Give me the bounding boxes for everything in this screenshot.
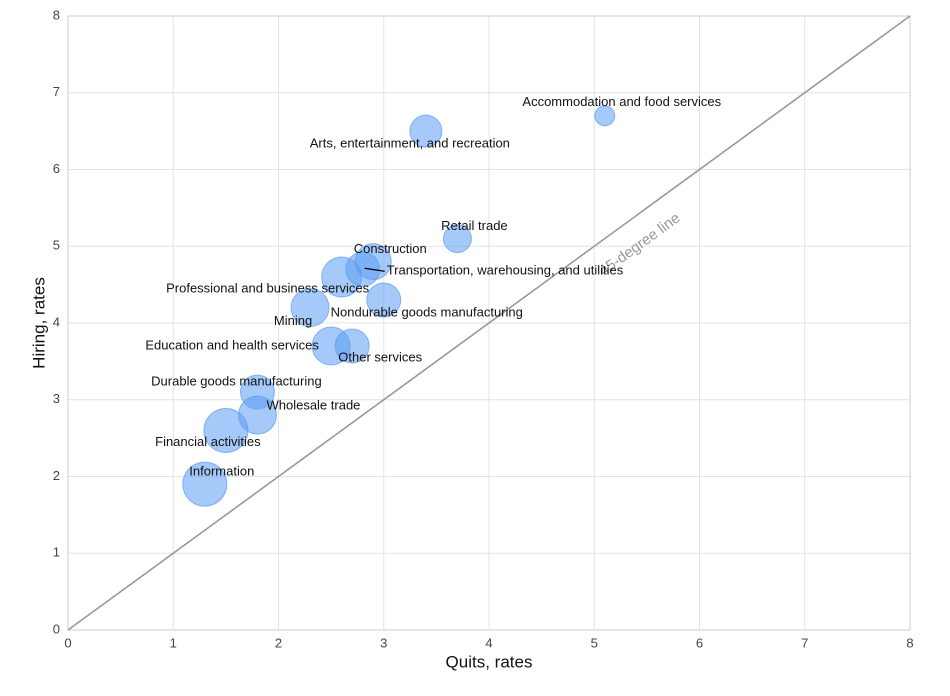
x-tick-label: 3 [380,635,387,650]
y-tick-label: 6 [53,161,60,176]
y-tick-label: 1 [53,545,60,560]
bubble [182,461,228,507]
leader-line [364,267,385,272]
y-tick-label: 4 [53,314,60,329]
point-label: Durable goods manufacturing [151,374,322,389]
bubble [290,288,330,328]
y-tick-label: 0 [53,621,60,636]
y-tick-label: 5 [53,238,60,253]
point-label: Retail trade [441,218,507,233]
y-axis-title: Hiring, rates [29,277,48,369]
bubble [366,282,402,318]
y-tick-label: 2 [53,468,60,483]
x-tick-label: 6 [696,635,703,650]
plot-frame [67,15,911,631]
x-tick-label: 5 [591,635,598,650]
x-tick-label: 2 [275,635,282,650]
point-label: Nondurable goods manufacturing [331,304,523,319]
y-tick-label: 8 [53,7,60,22]
bubble [334,328,370,364]
x-tick-label: 8 [906,635,913,650]
point-label: Professional and business services [166,280,370,295]
point-label: Mining [274,313,312,328]
point-label: Construction [354,241,427,256]
x-tick-label: 1 [170,635,177,650]
point-label: Financial activities [155,434,261,449]
point-label: Transportation, warehousing, and utiliti… [387,263,624,278]
point-label: Wholesale trade [266,398,360,413]
y-tick-label: 7 [53,84,60,99]
point-label: Information [189,464,254,479]
point-label: Other services [338,349,422,364]
bubble [409,114,443,148]
x-tick-label: 4 [485,635,492,650]
bubble [321,256,363,298]
bubble [442,224,472,254]
point-label: Education and health services [145,337,319,352]
bubble [203,407,249,453]
x-axis-title: Quits, rates [446,652,533,671]
point-label: Arts, entertainment, and recreation [310,136,510,151]
bubble [594,105,616,127]
y-tick-label: 3 [53,391,60,406]
diagonal-line [67,15,911,631]
x-tick-label: 7 [801,635,808,650]
point-label: Accommodation and food services [522,94,721,109]
x-tick-label: 0 [64,635,71,650]
